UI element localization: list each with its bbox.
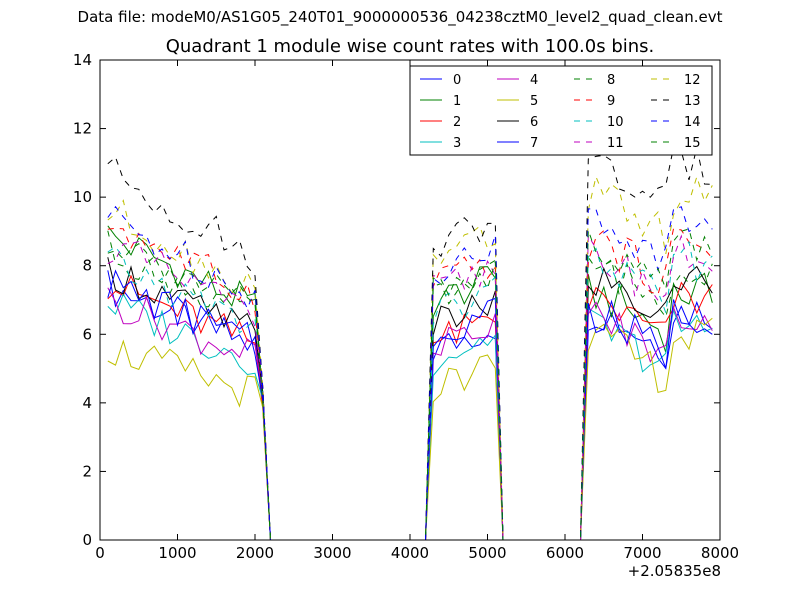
axis-ticks: 0 1000 2000 3000 4000 5000 6000 7000 80000246810… [73,51,739,562]
series-line-1 [107,225,713,541]
figure-suptitle: Data file: modeM0/AS1G05_240T01_90000005… [77,8,723,26]
series-line-15 [107,228,713,541]
x-tick-label: 0 [95,544,105,562]
y-tick-label: 8 [82,257,92,275]
x-tick-label: 8000 [701,544,739,562]
x-tick-label: 4000 [391,544,429,562]
series-line-5 [107,317,713,541]
series-line-9 [107,227,713,541]
legend-label-12: 12 [684,73,701,88]
legend-label-11: 11 [607,136,624,151]
series-lines [107,146,713,541]
x-tick-label: 2000 [236,544,274,562]
x-offset-label: +2.05835e8 [627,562,721,580]
legend-label-5: 5 [530,94,538,109]
legend-label-2: 2 [453,115,461,130]
y-tick-label: 6 [82,325,92,343]
legend-box [409,65,713,156]
legend-label-4: 4 [530,73,538,88]
legend-label-6: 6 [530,115,538,130]
legend-label-15: 15 [684,136,701,151]
legend-label-14: 14 [684,115,701,130]
legend-label-3: 3 [453,136,461,151]
series-line-12 [107,175,713,541]
y-tick-label: 14 [73,51,92,69]
x-tick-label: 7000 [623,544,661,562]
series-line-8 [107,230,713,541]
y-tick-label: 4 [82,394,92,412]
y-tick-label: 2 [82,462,92,480]
legend-label-9: 9 [607,94,615,109]
y-tick-label: 12 [73,120,92,138]
legend-label-7: 7 [530,136,538,151]
x-tick-label: 1000 [158,544,196,562]
series-line-0 [107,270,713,541]
legend-label-1: 1 [453,94,461,109]
legend-label-8: 8 [607,73,615,88]
x-tick-label: 6000 [546,544,584,562]
x-tick-label: 3000 [313,544,351,562]
chart-title: Quadrant 1 module wise count rates with … [165,36,655,57]
series-line-7 [107,269,713,541]
legend-label-10: 10 [607,115,624,130]
y-tick-label: 0 [82,531,92,549]
series-line-6 [107,257,713,541]
series-line-14 [107,205,713,541]
y-tick-label: 10 [73,188,92,206]
x-tick-label: 5000 [468,544,506,562]
legend-label-0: 0 [453,73,461,88]
series-line-13 [107,146,713,541]
legend-label-13: 13 [684,94,701,109]
